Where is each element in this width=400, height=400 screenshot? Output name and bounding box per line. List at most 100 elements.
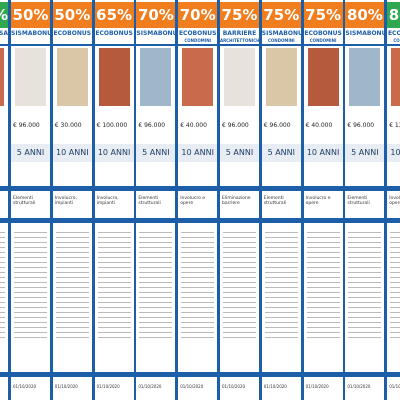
separator [11, 372, 50, 377]
separator [261, 218, 301, 223]
label: SISMABONUS [345, 30, 385, 46]
column: 70% ECOBONUS CONDOMINI € 40.000 10 ANNI Invol… [178, 0, 218, 400]
sublabel: CONDOMINI [267, 38, 295, 43]
feature: Elementi strutturali [347, 196, 370, 206]
separator [94, 218, 134, 223]
years: 10 ANNI [52, 144, 92, 162]
illustration [56, 48, 88, 106]
separator [52, 372, 92, 377]
feature: Involucro e opere [305, 196, 331, 206]
separator [387, 372, 400, 377]
code: 01/10/2020 [389, 384, 400, 389]
years: 10 ANNI [303, 144, 343, 162]
percent: 50% [11, 2, 50, 28]
label-text: ECOBONUS [304, 30, 342, 37]
separator [303, 186, 343, 191]
label-text: ECOBONUS [53, 30, 92, 37]
percent: 70% [136, 2, 176, 28]
code: 01/10/2020 [138, 384, 162, 389]
separator [303, 218, 343, 223]
percent: 65% [94, 2, 134, 28]
separator [94, 186, 134, 191]
feature: Involucro, impianti [54, 196, 77, 206]
separator [345, 186, 385, 191]
separator [0, 186, 8, 191]
separator [178, 186, 218, 191]
feature: Eliminazione barriere [222, 196, 251, 206]
years: 10 ANNI [94, 144, 134, 162]
text-block [348, 228, 382, 338]
sublabel: ARCHITETTONICHE [220, 38, 259, 43]
column: 65% ECOBONUS € 100.000 10 ANNI Involucro, im… [94, 0, 134, 400]
separator [0, 218, 8, 223]
percent: 75% [261, 2, 301, 28]
separator [345, 372, 385, 377]
separator [136, 372, 176, 377]
label-text: ECOBONUS [387, 30, 400, 37]
text-block [390, 228, 400, 338]
column: 75% BARRIERE ARCHITETTONICHE € 96.000 5 ANNI… [220, 0, 259, 400]
sublabel: CONDOMINI [309, 38, 337, 43]
separator [261, 372, 301, 377]
feature: Involucro e opere [389, 196, 400, 206]
separator [220, 372, 259, 377]
amount: € 96.000 [222, 122, 249, 129]
amount: € 96.000 [347, 122, 375, 129]
text-block [14, 228, 47, 338]
separator [220, 186, 259, 191]
years: 5 ANNI [220, 144, 259, 162]
text-block [223, 228, 256, 338]
text-block [0, 228, 5, 338]
amount: € 96.000 [263, 122, 291, 129]
amount: € 40.000 [305, 122, 333, 129]
percent: 75% [220, 2, 259, 28]
column: 50% ECOBONUS € 30.000 10 ANNI Involucro, imp… [52, 0, 92, 400]
separator [178, 218, 218, 223]
text-block [306, 228, 340, 338]
separator [387, 186, 400, 191]
percent: 75% [303, 2, 343, 28]
percent: 50% [52, 2, 92, 28]
sublabel: CONDOMINI [184, 38, 212, 43]
separator [136, 218, 176, 223]
illustration [391, 48, 400, 106]
years: 5 ANNI [261, 144, 301, 162]
percent: 80% [345, 2, 385, 28]
years: 5 ANNI [11, 144, 50, 162]
separator [178, 372, 218, 377]
amount: € 40.000 [180, 122, 207, 129]
label: ECOBONUS [52, 30, 92, 46]
code: 01/10/2020 [54, 384, 78, 389]
illustration [0, 48, 4, 106]
label: SA [0, 30, 8, 46]
column: 70% SISMABONUS € 96.000 5 ANNI Elementi stru… [136, 0, 176, 400]
amount: € 96.000 [138, 122, 166, 129]
label-text: ECOBONUS [178, 30, 217, 37]
years: 10 ANNI [387, 144, 400, 162]
label: SISMABONUS [136, 30, 176, 46]
text-block [97, 228, 131, 338]
column: 75% SISMABONUSCONDOMINI € 96.000 5 ANNI Elem… [261, 0, 301, 400]
separator [52, 186, 92, 191]
code: 01/10/2020 [96, 384, 120, 389]
illustration [98, 48, 130, 106]
label-text: BARRIERE [222, 30, 257, 37]
label-text: SISMABONUS [136, 30, 176, 37]
years: 10 ANNI [178, 144, 218, 162]
label-text: SA [0, 30, 8, 37]
percent: 70% [178, 2, 218, 28]
text-block [55, 228, 89, 338]
separator [11, 186, 50, 191]
years: 5 ANNI [136, 144, 176, 162]
feature: Elementi strutturali [263, 196, 287, 206]
code: 01/10/2020 [222, 384, 246, 389]
amount: € 100.000 [96, 122, 128, 129]
text-block [139, 228, 173, 338]
percent: % [0, 2, 8, 28]
column: 75% ECOBONUS CONDOMINI € 40.000 10 ANNI Invol… [303, 0, 343, 400]
separator [220, 218, 259, 223]
amount: € 96.000 [13, 122, 40, 129]
separator [136, 186, 176, 191]
